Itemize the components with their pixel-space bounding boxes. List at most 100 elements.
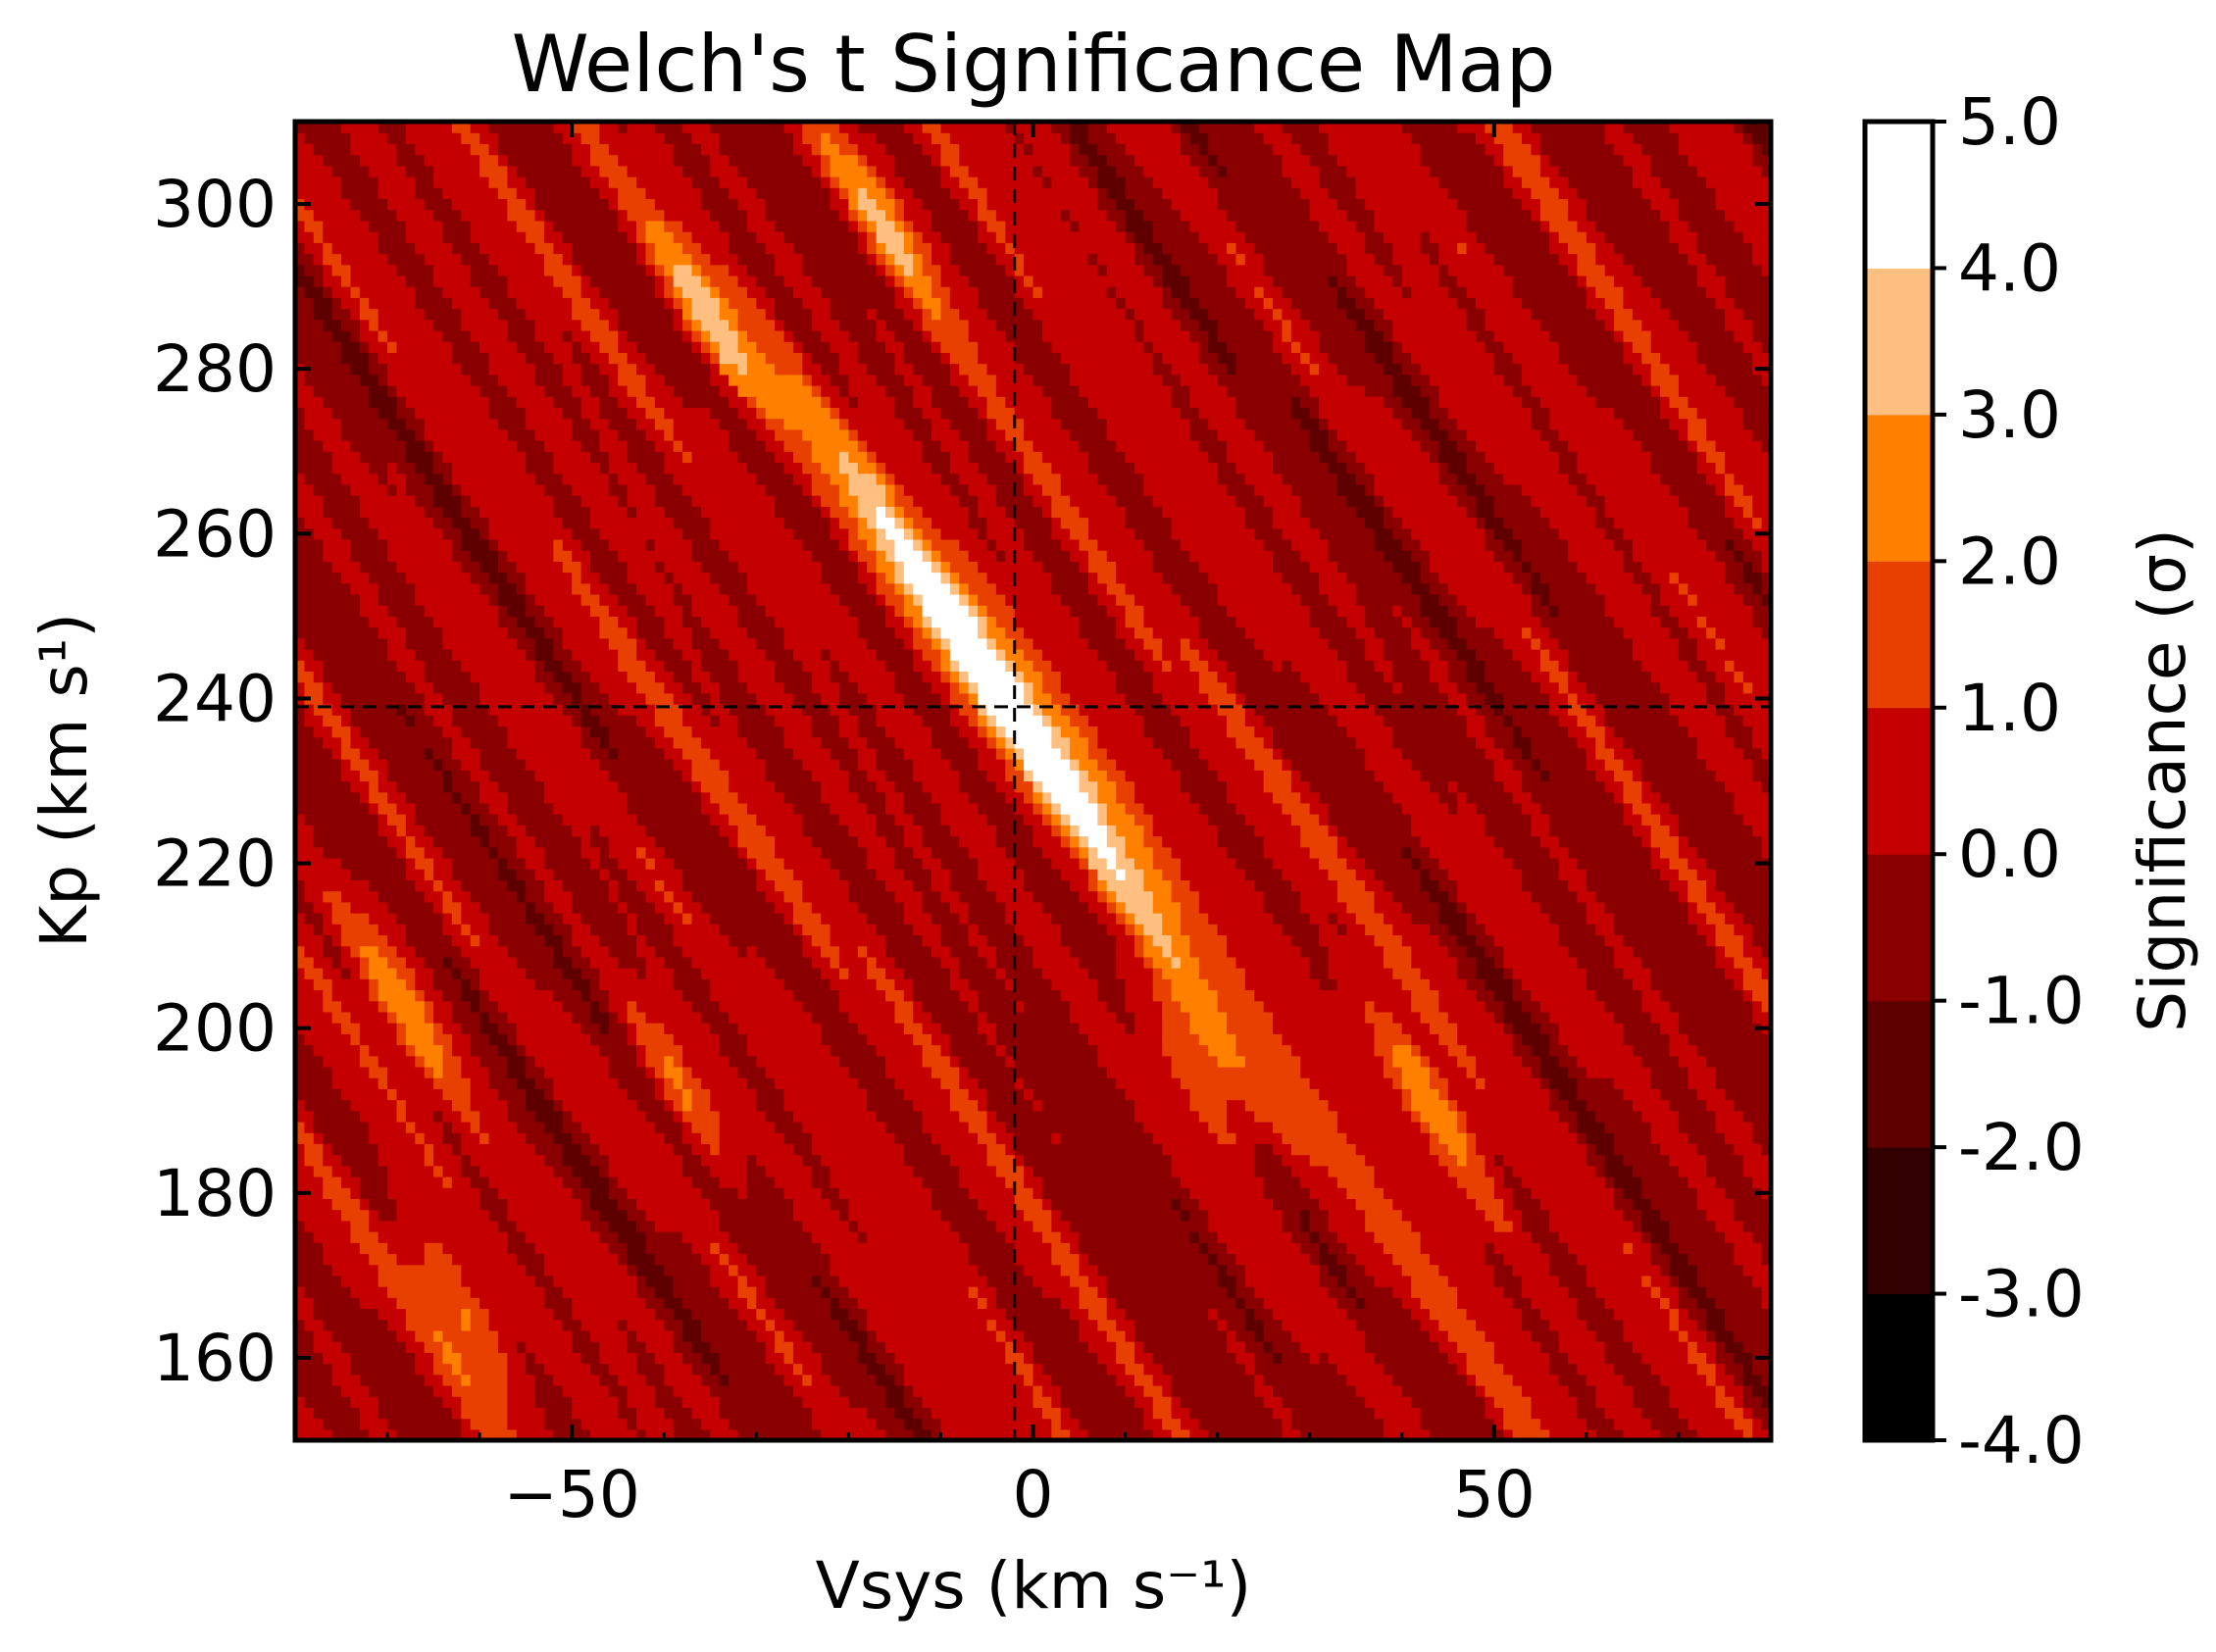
heatmap-cell — [396, 1209, 407, 1222]
heatmap-cell — [1024, 1198, 1034, 1211]
heatmap-cell — [1051, 1121, 1062, 1133]
heatmap-cell — [811, 1253, 822, 1266]
heatmap-cell — [295, 1428, 306, 1440]
heatmap-cell — [1669, 1352, 1680, 1365]
heatmap-cell — [1087, 1384, 1098, 1397]
heatmap-cell — [664, 1099, 675, 1112]
heatmap-cell — [350, 1428, 361, 1440]
heatmap-cell — [700, 1374, 711, 1386]
heatmap-cell — [1457, 1363, 1468, 1376]
heatmap-cell — [1568, 1176, 1579, 1188]
heatmap-cell — [562, 1220, 573, 1232]
heatmap-cell — [1696, 1110, 1707, 1123]
heatmap-cell — [433, 1329, 444, 1342]
heatmap-cell — [461, 1088, 472, 1101]
heatmap-cell — [350, 1329, 361, 1342]
heatmap-cell — [590, 1363, 601, 1376]
heatmap-cell — [1254, 1275, 1265, 1287]
heatmap-cell — [737, 1264, 748, 1277]
heatmap-cell — [1742, 1143, 1753, 1156]
heatmap-cell — [1577, 1363, 1587, 1376]
heatmap-cell — [1106, 1407, 1117, 1420]
heatmap-cell — [1217, 1209, 1228, 1222]
heatmap-cell — [1171, 1418, 1182, 1430]
heatmap-cell — [1051, 1099, 1062, 1112]
heatmap-cell — [1577, 1132, 1587, 1144]
heatmap-cell — [497, 1341, 508, 1353]
heatmap-cell — [295, 1099, 306, 1112]
heatmap-cell — [1429, 1329, 1439, 1342]
heatmap-cell — [1568, 1165, 1579, 1177]
heatmap-cell — [857, 1275, 868, 1287]
heatmap-cell — [1411, 1374, 1422, 1386]
heatmap-cell — [470, 1341, 480, 1353]
heatmap-cell — [304, 1319, 315, 1331]
heatmap-cell — [618, 1231, 629, 1243]
heatmap-cell — [949, 1264, 960, 1277]
heatmap-cell — [682, 1341, 693, 1353]
heatmap-cell — [1319, 1110, 1330, 1123]
heatmap-cell — [1420, 1396, 1431, 1408]
heatmap-cell — [1208, 1275, 1219, 1287]
heatmap-cell — [1438, 1132, 1449, 1144]
heatmap-cell — [903, 1308, 914, 1321]
heatmap-cell — [932, 1154, 942, 1167]
heatmap-cell — [1365, 1099, 1376, 1112]
heatmap-cell — [1742, 1165, 1753, 1177]
heatmap-cell — [1411, 1209, 1422, 1222]
heatmap-cell — [1383, 1154, 1393, 1167]
heatmap-cell — [1706, 1176, 1717, 1188]
heatmap-cell — [903, 1374, 914, 1386]
heatmap-cell — [1429, 1165, 1439, 1177]
heatmap-cell — [534, 1110, 545, 1123]
heatmap-cell — [1614, 1407, 1625, 1420]
heatmap-cell — [765, 1121, 776, 1133]
heatmap-cell — [903, 1363, 914, 1376]
heatmap-cell — [599, 1209, 610, 1222]
heatmap-cell — [1604, 1253, 1615, 1266]
heatmap-cell — [830, 1242, 840, 1255]
heatmap-cell — [313, 1275, 324, 1287]
heatmap-cell — [756, 1220, 767, 1232]
heatmap-cell — [792, 1341, 803, 1353]
heatmap-cell — [1217, 1187, 1228, 1200]
heatmap-cell — [664, 1297, 675, 1310]
heatmap-cell — [1254, 1428, 1265, 1440]
heatmap-cell — [1493, 1384, 1504, 1397]
heatmap-cell — [1696, 1198, 1707, 1211]
heatmap-cell — [968, 1209, 979, 1222]
heatmap-cell — [848, 1374, 859, 1386]
heatmap-cell — [876, 1165, 886, 1177]
heatmap-cell — [516, 1363, 527, 1376]
heatmap-cell — [1687, 1264, 1698, 1277]
heatmap-cell — [507, 1220, 518, 1232]
heatmap-cell — [470, 1363, 480, 1376]
heatmap-cell — [470, 1308, 480, 1321]
heatmap-cell — [1595, 1407, 1606, 1420]
heatmap-cell — [885, 1143, 896, 1156]
heatmap-cell — [341, 1187, 352, 1200]
heatmap-cell — [885, 1099, 896, 1112]
heatmap-cell — [876, 1286, 886, 1298]
heatmap-cell — [922, 1286, 932, 1298]
heatmap-cell — [1392, 1220, 1403, 1232]
heatmap-cell — [1273, 1099, 1284, 1112]
heatmap-cell — [940, 1132, 951, 1144]
heatmap-cell — [894, 1396, 905, 1408]
heatmap-cell — [1143, 1143, 1154, 1156]
heatmap-cell — [1254, 1329, 1265, 1342]
heatmap-cell — [986, 1121, 997, 1133]
heatmap-cell — [295, 1121, 306, 1133]
heatmap-cell — [1383, 1121, 1393, 1133]
heatmap-cell — [1355, 1428, 1366, 1440]
heatmap-cell — [442, 1165, 453, 1177]
heatmap-cell — [405, 1110, 416, 1123]
heatmap-cell — [1133, 1407, 1144, 1420]
heatmap-cell — [369, 1143, 379, 1156]
heatmap-cell — [590, 1099, 601, 1112]
heatmap-cell — [1734, 1143, 1744, 1156]
heatmap-cell — [1420, 1352, 1431, 1365]
heatmap-cell — [710, 1275, 721, 1287]
heatmap-cell — [1706, 1132, 1717, 1144]
heatmap-cell — [516, 1374, 527, 1386]
